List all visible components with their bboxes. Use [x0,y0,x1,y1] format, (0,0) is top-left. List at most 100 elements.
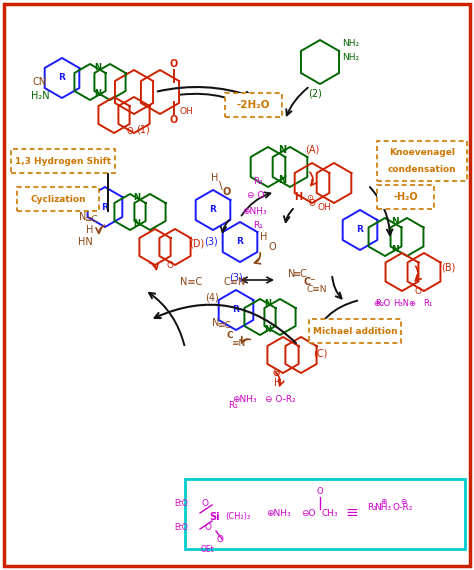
Text: Michael addition: Michael addition [313,327,397,336]
Text: condensation: condensation [388,165,456,174]
Text: ⊕NH₃: ⊕NH₃ [242,207,266,217]
Text: R: R [233,306,239,315]
Text: -2H₂O: -2H₂O [237,100,270,110]
Text: 1,3 Hydrogen Shift: 1,3 Hydrogen Shift [15,157,111,165]
Text: H: H [86,225,94,235]
Text: ≡C: ≡C [84,214,98,223]
Text: Cyclization: Cyclization [30,194,86,203]
Text: N≡C: N≡C [180,277,202,287]
Text: H: H [294,192,302,202]
Text: CN: CN [33,77,47,87]
Text: H: H [274,378,282,388]
Text: N: N [288,269,296,279]
Text: OH: OH [317,202,331,211]
Text: O: O [414,287,421,296]
Text: EtO: EtO [174,523,188,531]
Text: ≡: ≡ [346,506,358,520]
FancyBboxPatch shape [377,141,467,181]
Text: ≡C: ≡C [292,269,308,279]
Text: N: N [94,89,101,99]
Text: O: O [204,523,211,531]
Text: R₁: R₁ [253,221,263,230]
Text: O: O [309,198,316,207]
Text: N: N [264,299,272,307]
Text: C⁻: C⁻ [304,277,316,287]
Text: R: R [101,202,109,211]
FancyBboxPatch shape [11,149,115,173]
Text: ⊖ O-R₂: ⊖ O-R₂ [264,396,295,405]
Text: N: N [278,145,286,155]
Text: C≡N: C≡N [224,277,246,287]
Text: O: O [268,242,276,252]
Text: N: N [212,318,219,328]
Text: ⊙: ⊙ [273,368,279,377]
Text: O: O [170,59,178,69]
Text: ⊖ O: ⊖ O [374,299,390,308]
FancyBboxPatch shape [225,93,282,117]
Text: (4): (4) [205,293,219,303]
Text: N: N [134,193,140,202]
Text: H: H [211,173,219,183]
Text: (C): (C) [313,348,327,358]
Text: (A): (A) [305,145,319,155]
Text: N: N [391,246,399,254]
Text: Si: Si [210,512,220,522]
Text: (CH₂)₃: (CH₂)₃ [225,512,251,522]
Text: O: O [317,487,323,495]
Text: ⊕NH₃: ⊕NH₃ [266,508,290,518]
Text: (3): (3) [229,272,243,282]
Text: \: \ [219,181,223,191]
Text: ⊖O: ⊖O [301,508,315,518]
Text: R₁: R₁ [228,401,238,409]
Text: ≡N: ≡N [231,339,245,348]
FancyBboxPatch shape [309,319,401,343]
Text: (3): (3) [204,237,218,247]
Text: N: N [278,175,286,185]
Text: O-R₂: O-R₂ [393,503,413,512]
Text: O: O [201,499,209,507]
Text: ⊙: ⊙ [307,193,313,202]
Text: Knoevenagel: Knoevenagel [389,148,455,157]
Text: O: O [273,368,280,377]
Text: H₃N⊕: H₃N⊕ [393,299,417,308]
Text: ≡C: ≡C [217,320,231,329]
Text: ⊕NH₃: ⊕NH₃ [232,396,256,405]
Text: (D): (D) [190,239,205,249]
Text: N: N [391,218,399,226]
Text: N: N [94,63,101,72]
Text: C≡N: C≡N [307,286,327,295]
Text: ⊕: ⊕ [380,496,386,506]
Text: OH: OH [179,108,193,116]
Text: -H₂O: -H₂O [393,192,418,202]
Text: N: N [134,219,140,229]
Text: R: R [210,206,217,214]
Text: R₁: R₁ [367,503,377,512]
Text: R₁: R₁ [423,299,433,308]
Text: NH₂: NH₂ [342,52,359,62]
Text: N: N [264,324,272,333]
Text: H: H [260,232,268,242]
FancyBboxPatch shape [377,185,434,209]
FancyBboxPatch shape [17,187,99,211]
Text: R: R [237,238,244,246]
Text: NH₂: NH₂ [342,39,359,48]
Text: ⊖ O: ⊖ O [247,190,264,200]
Text: R₂: R₂ [375,299,384,308]
Text: C: C [227,331,233,340]
Text: O: O [170,115,178,125]
Text: (B): (B) [441,262,455,272]
Text: OEt: OEt [201,544,215,553]
Text: R: R [356,226,364,234]
Text: R: R [59,74,65,83]
Text: (2): (2) [308,89,322,99]
Text: O: O [166,262,173,271]
Text: O: O [223,187,231,197]
Text: N: N [79,212,87,222]
Text: R₂: R₂ [253,177,263,186]
Text: O: O [217,535,224,544]
Text: ⊖: ⊖ [400,496,406,506]
Text: H₂N: H₂N [31,91,49,101]
Text: EtO: EtO [174,499,188,507]
Text: CH₃: CH₃ [322,508,338,518]
Text: HN: HN [78,237,92,247]
